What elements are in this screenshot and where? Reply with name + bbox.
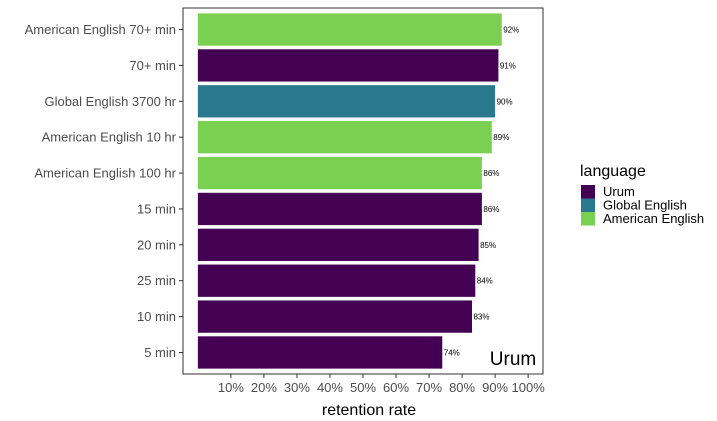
x-tick-label: 10% xyxy=(218,380,244,395)
y-tick-label: American English 70+ min xyxy=(25,22,176,37)
bar xyxy=(197,192,482,226)
data-label: 84% xyxy=(477,277,493,286)
data-label: 90% xyxy=(497,97,513,106)
bar xyxy=(197,85,496,118)
x-tick-label: 30% xyxy=(284,380,310,395)
y-tick-label: American English 10 hr xyxy=(42,130,177,145)
legend-label: Global English xyxy=(603,198,687,213)
data-labels-group: 92% 91% 90% 89% 86% 86% 85% 84% 83% 74% xyxy=(444,26,519,358)
x-tick-label: 40% xyxy=(317,380,343,395)
legend-label: American English xyxy=(603,211,704,226)
y-tick-label: 10 min xyxy=(137,309,176,324)
bar xyxy=(197,156,482,190)
bar xyxy=(197,13,502,46)
x-tick-label: 100% xyxy=(512,380,546,395)
legend-swatch xyxy=(581,198,595,212)
y-tick-label: Global English 3700 hr xyxy=(44,94,176,109)
data-label: 74% xyxy=(444,348,460,357)
bars-group xyxy=(197,13,502,369)
y-tick-label: 5 min xyxy=(144,345,176,360)
y-tick-label: 15 min xyxy=(137,201,176,216)
data-label: 91% xyxy=(500,61,516,70)
legend-swatch xyxy=(581,212,595,226)
x-tick-label: 50% xyxy=(350,380,376,395)
data-label: 89% xyxy=(493,133,509,142)
x-tick-label: 80% xyxy=(449,380,475,395)
y-tick-label: 25 min xyxy=(137,273,176,288)
bar xyxy=(197,121,492,154)
bar xyxy=(197,49,499,82)
y-tick-label: 20 min xyxy=(137,237,176,252)
data-label: 85% xyxy=(480,241,496,250)
bar xyxy=(197,300,472,333)
x-tick-label: 90% xyxy=(482,380,508,395)
data-label: 83% xyxy=(473,313,489,322)
y-tick-label: 70+ min xyxy=(129,58,176,73)
data-label: 86% xyxy=(483,205,499,214)
x-tick-label: 20% xyxy=(251,380,277,395)
x-tick-label: 70% xyxy=(416,380,442,395)
x-axis: 10% 20% 30% 40% 50% 60% 70% 80% 90% 100% xyxy=(218,374,545,395)
bar xyxy=(197,264,476,297)
bar xyxy=(197,228,479,261)
x-axis-title: retention rate xyxy=(322,402,416,419)
y-tick-label: American English 100 hr xyxy=(34,166,176,181)
data-label: 92% xyxy=(503,26,519,35)
bar xyxy=(197,336,443,369)
data-label: 86% xyxy=(483,169,499,178)
legend-swatch xyxy=(581,185,595,199)
legend-title: language xyxy=(580,163,646,180)
annotation-text: Urum xyxy=(490,349,536,370)
legend-label: Urum xyxy=(603,184,635,199)
x-tick-label: 60% xyxy=(383,380,409,395)
y-axis: American English 70+ min 70+ min Global En… xyxy=(25,22,183,360)
